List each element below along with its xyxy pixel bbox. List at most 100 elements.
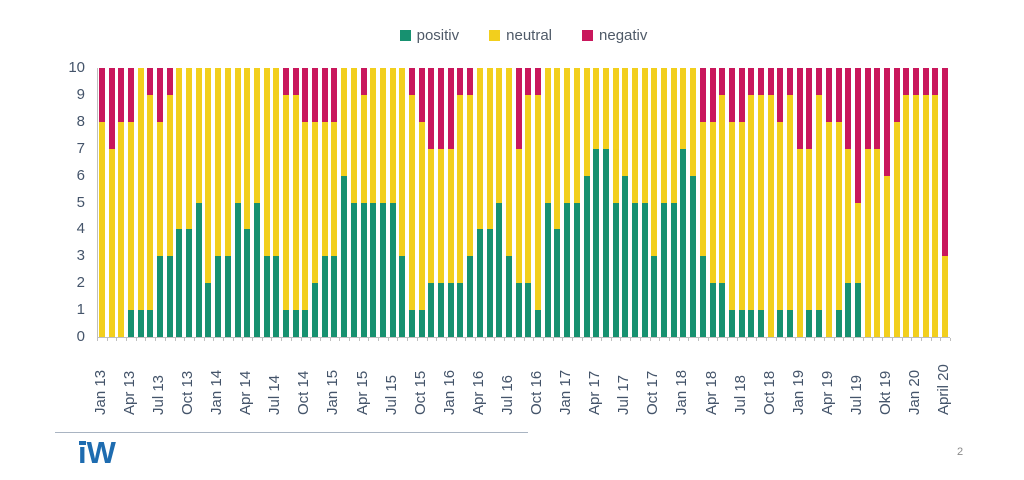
bar-segment-positiv: [253, 202, 260, 337]
bar-segment-negativ: [719, 68, 726, 95]
bar-segment-neutral: [583, 68, 590, 176]
logo-i-bar: [79, 441, 86, 445]
bar-segment-positiv: [670, 202, 677, 337]
bar-month-21: [292, 68, 299, 337]
bar-month-38: [457, 68, 464, 337]
x-axis-minor-tick: [601, 338, 603, 341]
bar-segment-positiv: [438, 283, 445, 337]
x-axis-minor-tick: [184, 338, 186, 341]
bar-segment-neutral: [932, 94, 939, 337]
x-axis-minor-tick: [630, 338, 632, 341]
bar-segment-neutral: [796, 148, 803, 337]
bar-month-6: [147, 68, 154, 337]
x-axis-tick-label: Jan 19: [789, 369, 807, 415]
bar-segment-neutral: [379, 68, 386, 203]
bar-month-46: [535, 68, 542, 337]
x-axis-line: [97, 337, 950, 338]
bar-segment-positiv: [389, 202, 396, 337]
legend-swatch-neutral: [489, 30, 501, 41]
bar-segment-neutral: [825, 121, 832, 337]
bar-segment-negativ: [302, 68, 309, 122]
x-axis-tick-label: Oct 13: [179, 370, 197, 415]
x-axis-minor-tick: [659, 338, 661, 341]
bar-month-59: [661, 68, 668, 337]
bar-segment-neutral: [544, 68, 551, 203]
x-axis-minor-tick: [193, 338, 195, 341]
bar-segment-neutral: [370, 68, 377, 203]
bar-segment-positiv: [467, 256, 474, 337]
bar-segment-positiv: [205, 283, 212, 337]
bar-segment-positiv: [302, 310, 309, 337]
x-axis-minor-tick: [950, 338, 951, 341]
x-axis-minor-tick: [319, 338, 321, 341]
bar-segment-positiv: [525, 283, 532, 337]
x-axis-minor-tick: [203, 338, 205, 341]
y-axis-tick-label: 8: [76, 112, 85, 130]
bar-segment-neutral: [903, 94, 910, 337]
bar-segment-neutral: [389, 68, 396, 203]
bar-segment-negativ: [903, 68, 910, 95]
bar-segment-negativ: [757, 68, 764, 95]
x-axis-minor-tick: [513, 338, 515, 341]
bar-month-75: [816, 68, 823, 337]
x-axis-minor-tick: [290, 338, 292, 341]
x-axis-minor-tick: [843, 338, 845, 341]
bar-segment-neutral: [341, 68, 348, 176]
bar-segment-positiv: [331, 256, 338, 337]
x-axis-minor-tick: [920, 338, 922, 341]
x-axis-tick-label: Jul 13: [150, 374, 167, 415]
bar-month-31: [389, 68, 396, 337]
bar-segment-positiv: [777, 310, 784, 337]
bar-segment-neutral: [835, 121, 842, 311]
bar-segment-neutral: [612, 68, 619, 203]
bar-segment-neutral: [602, 68, 609, 149]
bar-segment-positiv: [554, 229, 561, 337]
bar-segment-negativ: [127, 68, 134, 122]
bar-segment-neutral: [593, 68, 600, 149]
x-axis-minor-tick: [649, 338, 651, 341]
x-axis-minor-tick: [775, 338, 777, 341]
bar-month-87: [932, 68, 939, 337]
bar-segment-neutral: [699, 121, 706, 257]
bar-segment-negativ: [796, 68, 803, 149]
x-axis-minor-tick: [930, 338, 932, 341]
bar-month-22: [302, 68, 309, 337]
y-axis-line: [97, 68, 98, 337]
bar-month-70: [767, 68, 774, 337]
bar-segment-neutral: [176, 68, 183, 230]
bar-month-61: [680, 68, 687, 337]
bar-segment-positiv: [234, 202, 241, 337]
bar-segment-negativ: [108, 68, 115, 149]
bar-segment-negativ: [748, 68, 755, 95]
bar-segment-positiv: [583, 175, 590, 337]
x-axis-tick-label: Jul 14: [266, 374, 284, 415]
x-axis-minor-tick: [271, 338, 273, 341]
x-axis-minor-tick: [571, 338, 573, 341]
x-axis-minor-tick: [872, 338, 874, 341]
bar-segment-neutral: [273, 68, 280, 257]
x-axis-minor-tick: [746, 338, 748, 341]
x-axis-minor-tick: [727, 338, 729, 341]
x-axis-minor-tick: [232, 338, 234, 341]
x-axis-tick-label: Okt 19: [876, 370, 894, 415]
bar-month-80: [864, 68, 871, 337]
x-axis-tick-label: Jan 17: [557, 369, 575, 415]
bar-month-74: [806, 68, 813, 337]
bar-segment-neutral: [564, 68, 571, 203]
bar-month-37: [447, 68, 454, 337]
bar-segment-negativ: [709, 68, 716, 122]
x-axis-minor-tick: [523, 338, 525, 341]
x-axis-minor-tick: [164, 338, 166, 341]
bar-segment-negativ: [883, 68, 890, 176]
bar-segment-neutral: [690, 68, 697, 176]
bar-segment-positiv: [341, 175, 348, 337]
bar-segment-neutral: [118, 121, 125, 337]
bar-segment-negativ: [922, 68, 929, 95]
x-axis-minor-tick: [261, 338, 263, 341]
page-number: 2: [957, 446, 964, 458]
bar-segment-negativ: [777, 68, 784, 122]
bar-segment-positiv: [186, 229, 193, 337]
bar-month-23: [312, 68, 319, 337]
y-axis-tick-label: 2: [76, 274, 85, 292]
bar-segment-neutral: [137, 68, 144, 311]
